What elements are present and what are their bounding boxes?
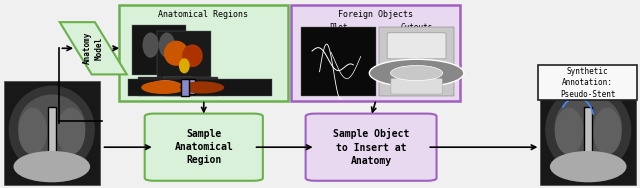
FancyBboxPatch shape [538,64,637,100]
Ellipse shape [164,41,188,66]
FancyBboxPatch shape [157,31,211,81]
Ellipse shape [19,95,85,157]
Text: Plot
Structures: Plot Structures [315,23,362,42]
FancyBboxPatch shape [540,81,636,185]
Circle shape [390,65,443,81]
FancyBboxPatch shape [291,5,461,101]
Text: Cutouts: Cutouts [401,23,433,32]
Ellipse shape [593,108,621,155]
Text: Sample Object
to Insert at
Anatomy: Sample Object to Insert at Anatomy [333,128,409,166]
Ellipse shape [143,33,159,58]
Ellipse shape [159,33,175,58]
Text: Synthetic
Annotation:
Pseudo-Stent: Synthetic Annotation: Pseudo-Stent [560,67,615,99]
FancyBboxPatch shape [119,5,288,101]
Text: Anatomical Regions: Anatomical Regions [159,10,248,19]
Ellipse shape [182,44,203,67]
Ellipse shape [56,108,85,155]
FancyBboxPatch shape [145,114,263,181]
FancyBboxPatch shape [138,77,192,96]
FancyBboxPatch shape [391,78,442,94]
Ellipse shape [149,80,181,93]
FancyBboxPatch shape [306,114,436,181]
Ellipse shape [555,108,584,155]
FancyBboxPatch shape [186,79,195,94]
FancyBboxPatch shape [181,79,189,96]
FancyBboxPatch shape [132,25,186,75]
Ellipse shape [555,95,621,157]
FancyBboxPatch shape [387,33,446,59]
FancyBboxPatch shape [164,77,218,96]
Ellipse shape [179,81,224,94]
Ellipse shape [19,108,47,155]
Ellipse shape [9,86,95,174]
Ellipse shape [141,81,186,94]
FancyBboxPatch shape [301,27,376,96]
Circle shape [369,59,464,87]
FancyBboxPatch shape [584,107,592,164]
Ellipse shape [550,151,627,182]
Ellipse shape [13,151,90,182]
Text: Sample
Anatomical
Region: Sample Anatomical Region [174,129,233,165]
Ellipse shape [545,86,631,174]
Text: Foreign Objects: Foreign Objects [339,10,413,19]
FancyBboxPatch shape [48,107,56,164]
Ellipse shape [179,58,189,73]
FancyBboxPatch shape [129,79,272,96]
Text: Anatomy
Model: Anatomy Model [83,32,103,64]
FancyBboxPatch shape [4,81,100,185]
Polygon shape [60,22,127,74]
FancyBboxPatch shape [379,27,454,96]
